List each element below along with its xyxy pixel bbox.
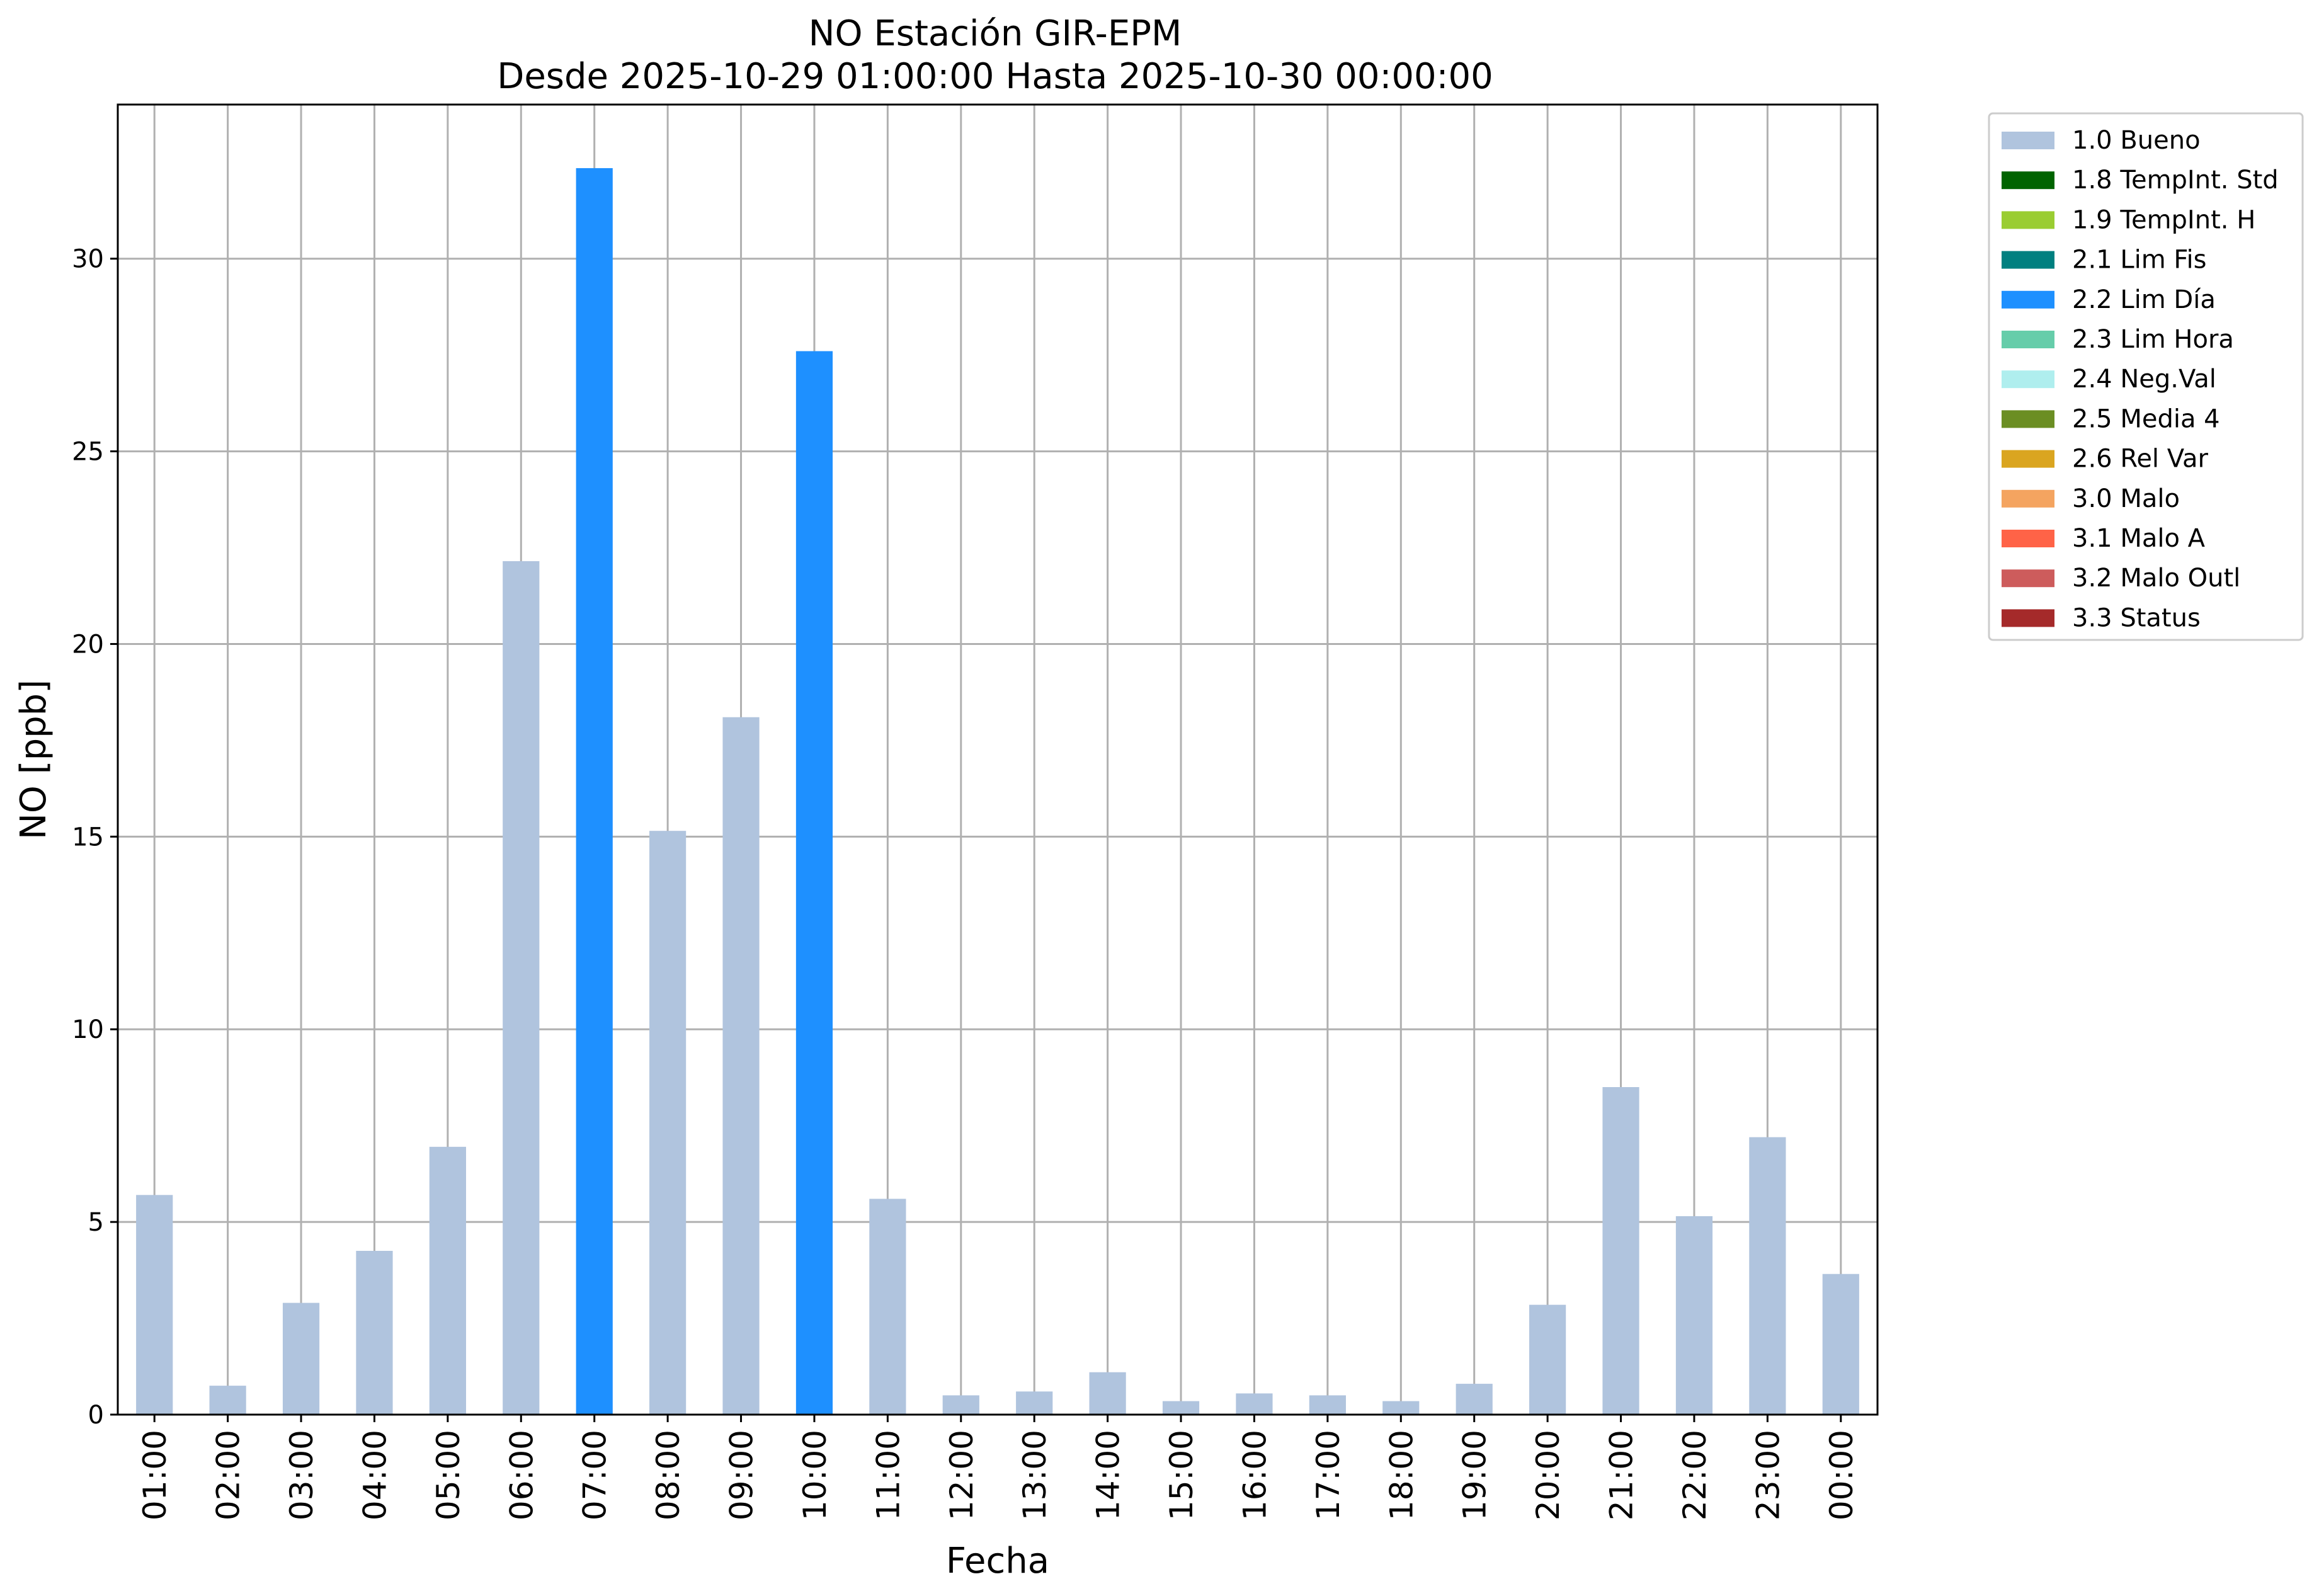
bar-0400 <box>356 1251 393 1415</box>
legend-swatch <box>2002 290 2054 309</box>
legend-label: 3.1 Malo A <box>2072 524 2206 553</box>
x-tick-label: 01:00 <box>137 1430 173 1520</box>
legend-label: 1.8 TempInt. Std <box>2072 166 2279 195</box>
bar-0100 <box>136 1195 173 1415</box>
y-tick-label: 15 <box>72 823 104 852</box>
legend-swatch <box>2002 410 2054 428</box>
legend-swatch <box>2002 171 2054 190</box>
legend-label: 2.4 Neg.Val <box>2072 365 2216 394</box>
bar-0600 <box>503 561 540 1415</box>
legend-swatch <box>2002 489 2054 508</box>
x-tick-label: 11:00 <box>870 1430 906 1520</box>
legend-swatch <box>2002 609 2054 627</box>
x-tick-label: 02:00 <box>210 1430 247 1520</box>
chart-title: NO Estación GIR-EPM <box>809 13 1182 54</box>
x-tick-label: 04:00 <box>356 1430 393 1520</box>
x-tick-label: 06:00 <box>503 1430 540 1520</box>
x-tick-label: 23:00 <box>1750 1430 1786 1520</box>
legend-label: 3.0 Malo <box>2072 484 2180 513</box>
legend-label: 2.3 Lim Hora <box>2072 325 2234 354</box>
x-tick-label: 21:00 <box>1604 1430 1640 1520</box>
bar-0700 <box>576 168 613 1415</box>
x-tick-label: 13:00 <box>1017 1430 1053 1520</box>
x-tick-label: 00:00 <box>1823 1430 1860 1520</box>
legend-swatch <box>2002 132 2054 149</box>
y-tick-label: 20 <box>72 630 104 659</box>
bar-1600 <box>1236 1393 1273 1415</box>
x-tick-label: 10:00 <box>797 1430 833 1520</box>
legend-swatch <box>2002 251 2054 269</box>
x-tick-label: 14:00 <box>1090 1430 1127 1520</box>
legend-label: 3.2 Malo Outl <box>2072 564 2240 593</box>
bar-2100 <box>1602 1087 1639 1415</box>
legend-label: 2.1 Lim Fis <box>2072 246 2206 275</box>
x-axis-ticks: 01:00 02:00 03:00 04:00 05:00 06:00 07:00 08:00… <box>137 1415 1860 1520</box>
legend-frame <box>1988 112 2304 641</box>
x-tick-label: 08:00 <box>650 1430 687 1520</box>
plot-frame <box>117 103 1879 1416</box>
legend-swatch <box>2002 530 2054 547</box>
legend-label: 1.0 Bueno <box>2072 126 2201 155</box>
bar-1500 <box>1162 1401 1200 1415</box>
y-axis-label: NO [ppb] <box>13 680 54 840</box>
legend-swatch <box>2002 331 2054 348</box>
bar-1900 <box>1456 1384 1493 1415</box>
legend-label: 3.3 Status <box>2072 603 2201 632</box>
bar-1700 <box>1309 1395 1346 1415</box>
x-tick-label: 16:00 <box>1236 1430 1273 1520</box>
y-tick-label: 25 <box>72 438 104 467</box>
bar-2200 <box>1675 1216 1713 1415</box>
bar-0200 <box>209 1386 246 1415</box>
y-tick-label: 5 <box>88 1208 104 1237</box>
legend-swatch <box>2002 370 2054 389</box>
x-tick-label: 18:00 <box>1383 1430 1420 1520</box>
bar-0000 <box>1822 1274 1859 1415</box>
x-tick-label: 07:00 <box>577 1430 613 1520</box>
legend-label: 2.6 Rel Var <box>2072 445 2209 474</box>
y-tick-label: 30 <box>72 245 104 274</box>
legend: 1.0 Bueno 1.8 TempInt. Std 1.9 TempInt. H 2… <box>1988 112 2304 641</box>
x-tick-label: 09:00 <box>724 1430 760 1520</box>
legend-label: 2.5 Media 4 <box>2072 404 2220 433</box>
legend-swatch <box>2002 450 2054 468</box>
x-tick-label: 17:00 <box>1310 1430 1347 1520</box>
bar-1400 <box>1089 1372 1126 1415</box>
bar-1800 <box>1382 1401 1420 1415</box>
x-axis-label: Fecha <box>946 1541 1049 1582</box>
bar-0500 <box>429 1146 466 1415</box>
bar-1300 <box>1016 1391 1053 1415</box>
x-tick-label: 19:00 <box>1457 1430 1493 1520</box>
x-tick-label: 12:00 <box>943 1430 980 1520</box>
x-tick-label: 05:00 <box>430 1430 467 1520</box>
y-tick-label: 0 <box>88 1401 104 1430</box>
legend-swatch <box>2002 569 2054 588</box>
legend-swatch <box>2002 211 2054 229</box>
bar-2000 <box>1529 1304 1566 1415</box>
legend-label: 1.9 TempInt. H <box>2072 205 2255 234</box>
bar-1000 <box>795 351 833 1415</box>
y-axis-ticks: 0 5 10 15 20 25 30 <box>72 245 118 1430</box>
bar-1100 <box>869 1199 906 1415</box>
legend-label: 2.2 Lim Día <box>2072 285 2216 314</box>
x-tick-label: 20:00 <box>1530 1430 1566 1520</box>
bars <box>136 168 1859 1415</box>
x-tick-label: 03:00 <box>283 1430 320 1520</box>
bar-2300 <box>1749 1137 1786 1415</box>
x-tick-label: 15:00 <box>1163 1430 1200 1520</box>
bar-0900 <box>722 717 760 1415</box>
bar-0300 <box>282 1302 320 1415</box>
bar-0800 <box>649 831 687 1415</box>
chart-subtitle: Desde 2025-10-29 01:00:00 Hasta 2025-10-… <box>497 56 1493 97</box>
bar-1200 <box>942 1395 979 1415</box>
y-tick-label: 10 <box>72 1015 104 1044</box>
x-tick-label: 22:00 <box>1677 1430 1713 1520</box>
